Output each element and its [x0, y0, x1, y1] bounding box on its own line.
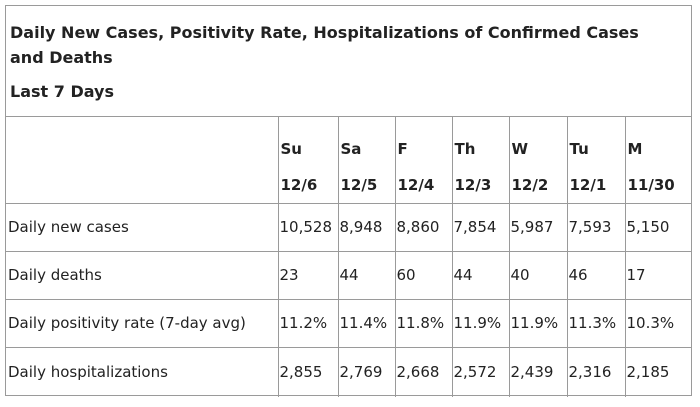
table-row: Daily hospitalizations 2,855 2,769 2,668… [6, 346, 691, 397]
table-cell: 2,769 [337, 346, 396, 397]
table-cell: 11.9% [508, 298, 568, 348]
table-cell: 10,528 [277, 202, 339, 252]
table-cell: 60 [394, 250, 453, 300]
table-cell: 5,987 [508, 202, 568, 252]
column-date: 11/30 [627, 176, 675, 195]
table-cell: 23 [277, 250, 339, 300]
header-row: Su 12/6 Sa 12/5 F 12/4 Th 12/3 W 12/2 Tu… [6, 117, 691, 204]
table-cell: 40 [508, 250, 568, 300]
column-header: M 11/30 [624, 117, 691, 204]
table-cell: 8,860 [394, 202, 453, 252]
table-cell: 5,150 [624, 202, 691, 252]
column-date: 12/3 [454, 176, 492, 195]
column-header: Th 12/3 [451, 117, 510, 204]
column-date: 12/1 [569, 176, 607, 195]
table-title: Daily New Cases, Positivity Rate, Hospit… [10, 23, 639, 67]
column-day: Th [454, 140, 476, 159]
column-header: Tu 12/1 [566, 117, 626, 204]
table-cell: 2,316 [566, 346, 626, 397]
table-cell: 11.9% [451, 298, 510, 348]
column-header: Su 12/6 [277, 117, 339, 204]
column-date: 12/5 [340, 176, 378, 195]
column-date: 12/6 [280, 176, 318, 195]
table-cell: 8,948 [337, 202, 396, 252]
column-day: F [397, 140, 408, 159]
table-cell: 2,855 [277, 346, 339, 397]
row-label: Daily hospitalizations [6, 346, 279, 397]
column-header: W 12/2 [508, 117, 568, 204]
table-row: Daily new cases 10,528 8,948 8,860 7,854… [6, 202, 691, 252]
header-corner-cell [6, 117, 279, 204]
column-day: M [627, 140, 643, 159]
table-cell: 17 [624, 250, 691, 300]
table-cell: 11.2% [277, 298, 339, 348]
data-table-frame: Daily New Cases, Positivity Rate, Hospit… [5, 5, 692, 397]
column-day: Sa [340, 140, 362, 159]
table-cell: 44 [337, 250, 396, 300]
table-cell: 2,572 [451, 346, 510, 397]
column-date: 12/2 [511, 176, 549, 195]
table-cell: 11.4% [337, 298, 396, 348]
table-cell: 46 [566, 250, 626, 300]
column-header: Sa 12/5 [337, 117, 396, 204]
table-cell: 2,185 [624, 346, 691, 397]
table-cell: 11.8% [394, 298, 453, 348]
row-label: Daily new cases [6, 202, 279, 252]
column-header: F 12/4 [394, 117, 453, 204]
table-row: Daily positivity rate (7-day avg) 11.2% … [6, 298, 691, 348]
table-caption: Daily New Cases, Positivity Rate, Hospit… [6, 6, 691, 117]
table-cell: 2,668 [394, 346, 453, 397]
table-cell: 11.3% [566, 298, 626, 348]
table-cell: 7,593 [566, 202, 626, 252]
table-cell: 44 [451, 250, 510, 300]
table-subtitle: Last 7 Days [10, 82, 114, 101]
cases-table: Su 12/6 Sa 12/5 F 12/4 Th 12/3 W 12/2 Tu… [6, 117, 691, 397]
column-date: 12/4 [397, 176, 435, 195]
column-day: W [511, 140, 529, 159]
table-cell: 10.3% [624, 298, 691, 348]
row-label: Daily positivity rate (7-day avg) [6, 298, 279, 348]
column-day: Su [280, 140, 302, 159]
table-row: Daily deaths 23 44 60 44 40 46 17 [6, 250, 691, 300]
column-day: Tu [569, 140, 589, 159]
row-label: Daily deaths [6, 250, 279, 300]
table-cell: 7,854 [451, 202, 510, 252]
table-cell: 2,439 [508, 346, 568, 397]
